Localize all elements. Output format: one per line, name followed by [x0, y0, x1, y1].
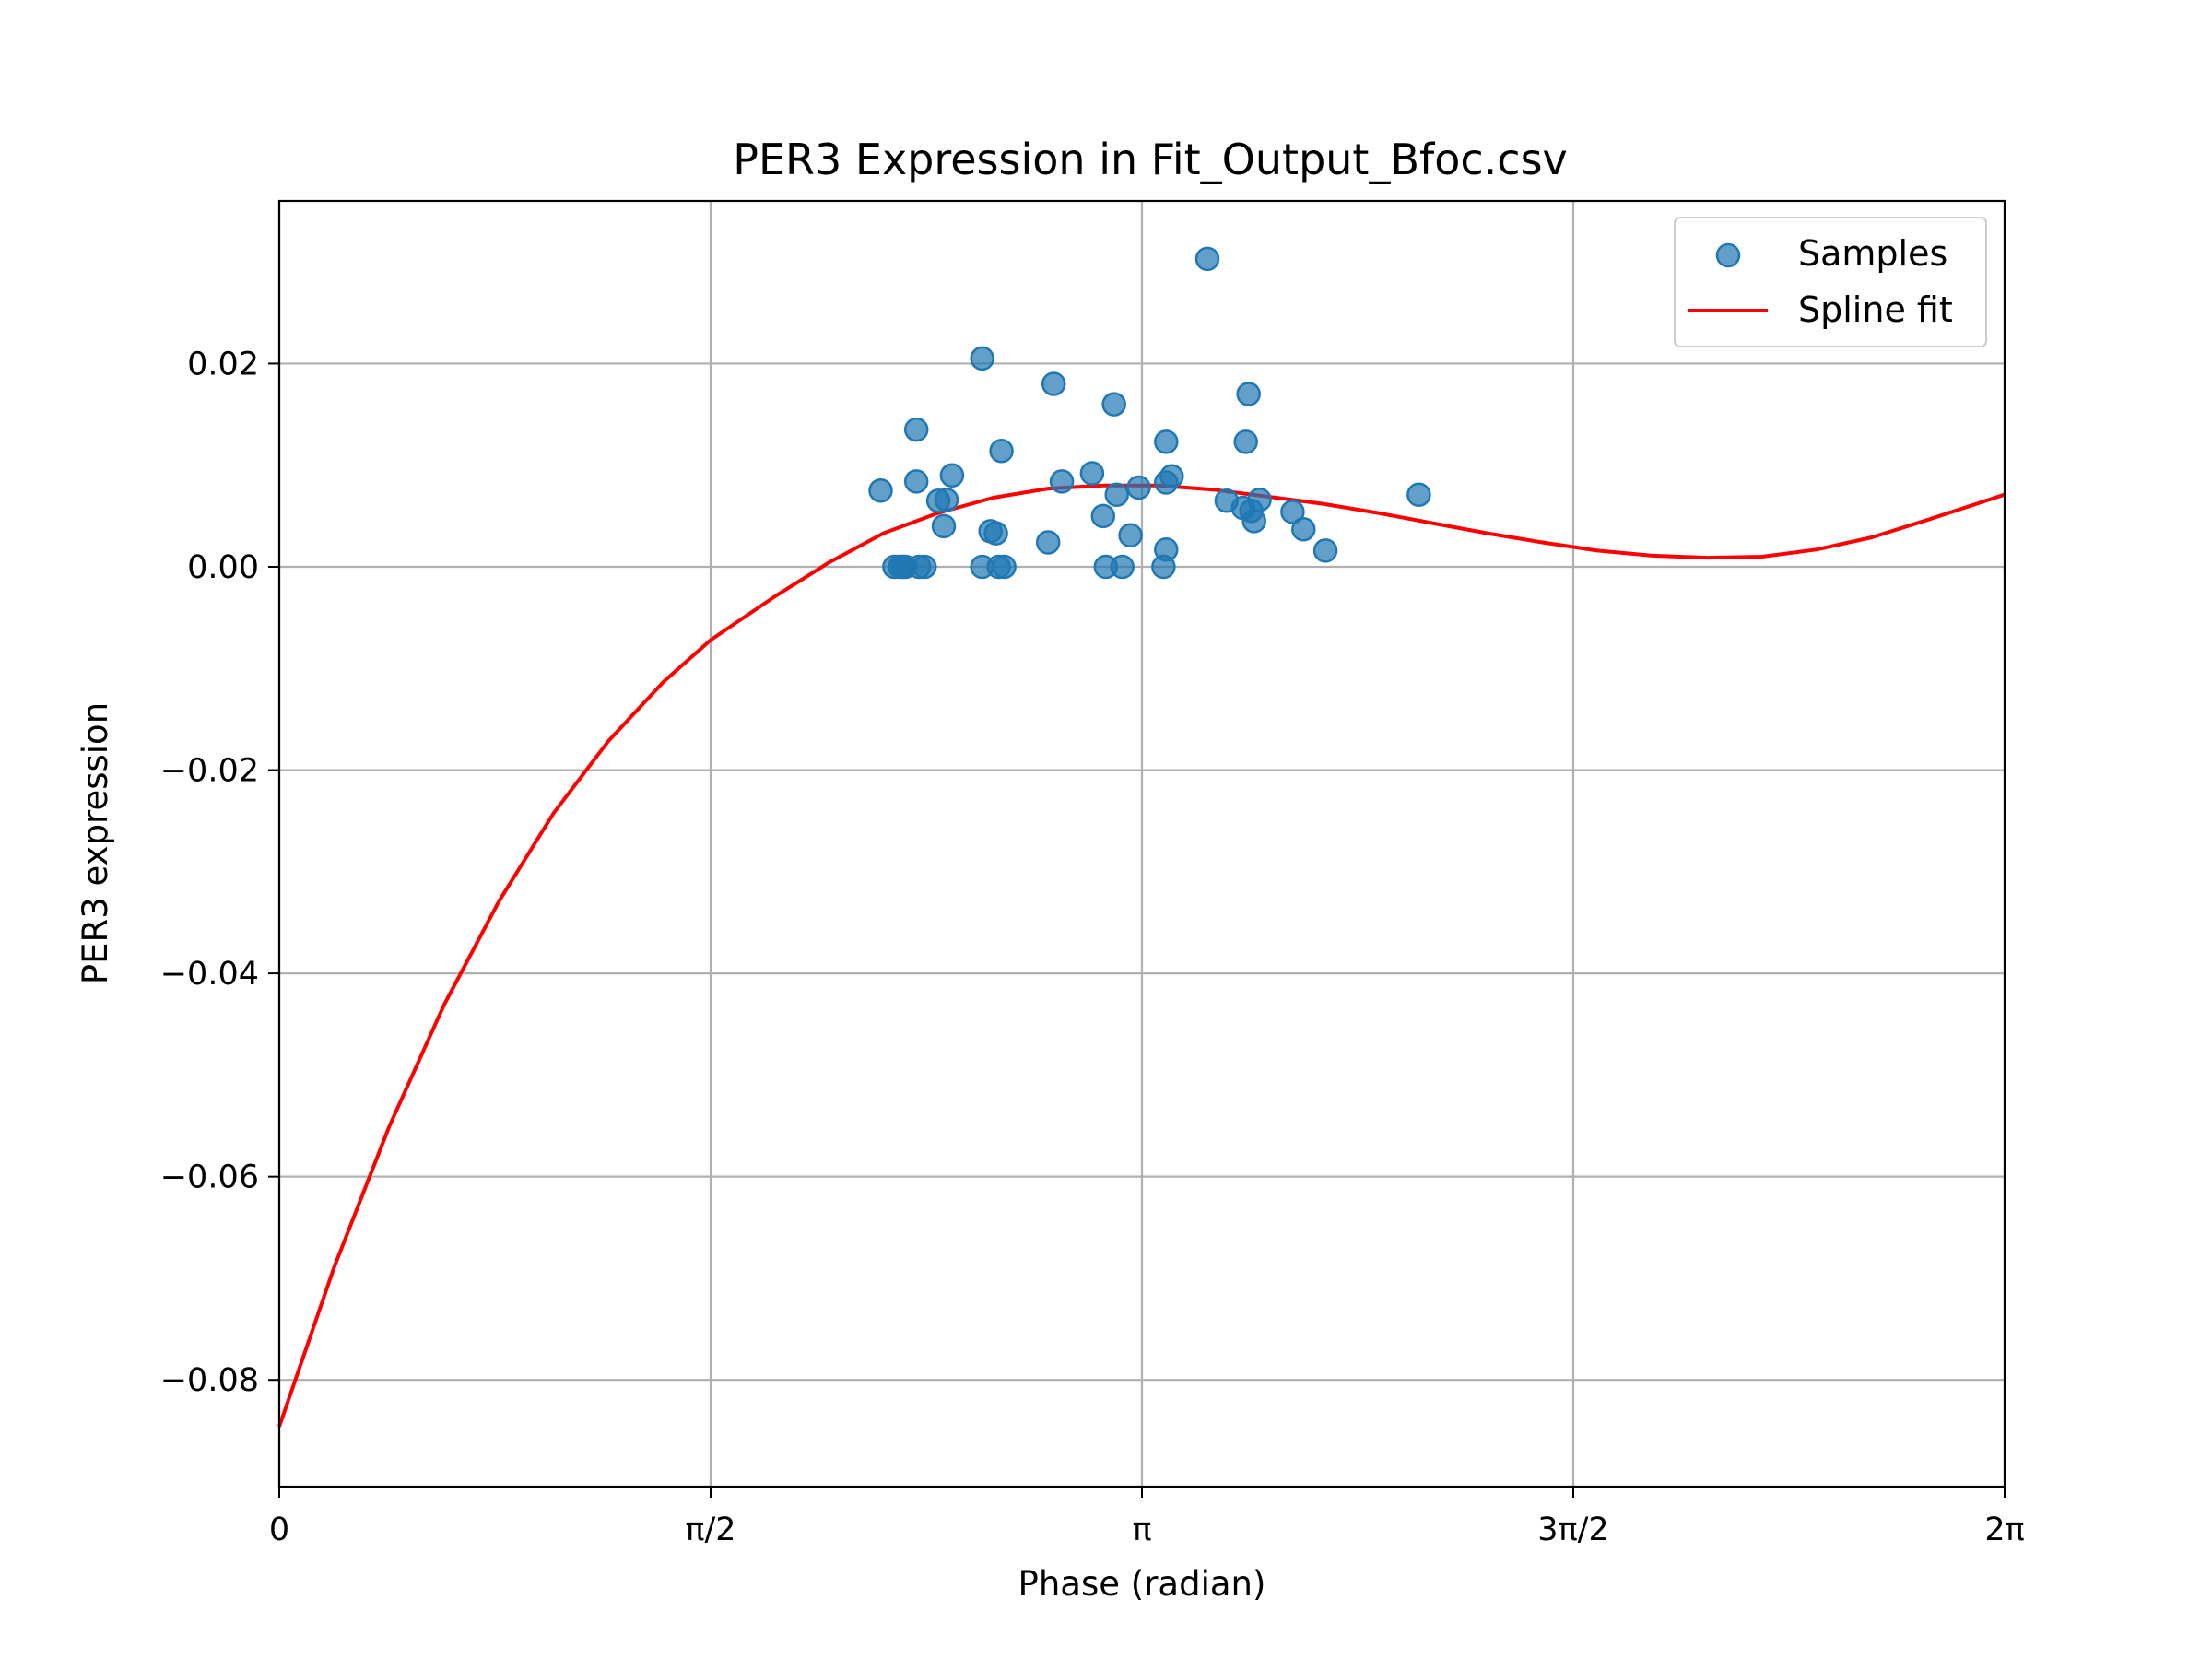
- x-tick-label: π: [1132, 1512, 1151, 1548]
- x-tick-label: 2π: [1984, 1512, 2024, 1548]
- sample-point: [1154, 429, 1179, 454]
- plot-area: [277, 246, 2006, 1428]
- y-tick-label: −0.08: [160, 1362, 259, 1399]
- sample-point: [931, 513, 957, 539]
- x-tick-label: 3π/2: [1537, 1512, 1608, 1548]
- sample-point: [903, 469, 929, 494]
- sample-point: [1241, 509, 1266, 534]
- sample-point: [1247, 487, 1272, 512]
- sample-point: [903, 417, 929, 442]
- sample-point: [1079, 461, 1105, 486]
- sample-point: [1159, 464, 1184, 489]
- sample-point: [1090, 503, 1116, 529]
- sample-point: [1101, 392, 1126, 417]
- y-tick-label: 0.02: [187, 346, 259, 382]
- y-tick-label: −0.04: [160, 956, 259, 993]
- sample-point: [1194, 246, 1220, 272]
- sample-point: [868, 478, 893, 503]
- legend-frame: [1674, 217, 1987, 347]
- y-tick-label: −0.06: [160, 1159, 259, 1196]
- legend: Samples Spline fit: [1674, 217, 1987, 347]
- y-tick-label: 0.00: [187, 549, 259, 586]
- legend-label-spline-fit: Spline fit: [1798, 289, 1953, 330]
- x-tick-label: 0: [269, 1512, 289, 1548]
- chart-title: PER3 Expression in Fit_Output_Bfoc.csv: [733, 135, 1568, 184]
- sample-point: [1291, 516, 1316, 542]
- sample-point: [1118, 523, 1143, 548]
- x-axis-label: Phase (radian): [1018, 1564, 1266, 1604]
- sample-point: [934, 487, 959, 512]
- x-tick-label: π/2: [685, 1512, 735, 1548]
- point-layer: [868, 246, 1431, 580]
- tick-layer: 0 π/2 π 3π/2 2π 0.02 0.00 −0.02 −0.04 −0.06 −0.08: [160, 346, 2025, 1548]
- sample-point: [912, 554, 937, 580]
- sample-point: [1035, 530, 1061, 555]
- sample-point: [983, 521, 1008, 546]
- sample-point: [1041, 371, 1066, 396]
- sample-point: [1406, 482, 1431, 507]
- sample-point: [1126, 475, 1151, 500]
- sample-point: [1154, 536, 1179, 562]
- sample-point: [1312, 538, 1338, 563]
- grid-layer: [277, 201, 2006, 1487]
- y-axis-label: PER3 expression: [76, 702, 115, 984]
- sample-point: [989, 439, 1014, 464]
- sample-point: [1280, 500, 1305, 524]
- sample-point: [939, 463, 965, 488]
- y-tick-label: −0.02: [160, 753, 259, 790]
- sample-point: [1049, 469, 1075, 494]
- sample-point: [1104, 482, 1129, 507]
- sample-point: [970, 346, 994, 371]
- sample-point: [992, 554, 1017, 580]
- axes-frame: [277, 199, 2006, 1488]
- legend-marker-samples: [1715, 242, 1741, 268]
- sample-point: [1233, 429, 1258, 454]
- sample-point: [1110, 554, 1135, 580]
- legend-label-samples: Samples: [1798, 233, 1947, 274]
- sample-point: [1236, 382, 1261, 406]
